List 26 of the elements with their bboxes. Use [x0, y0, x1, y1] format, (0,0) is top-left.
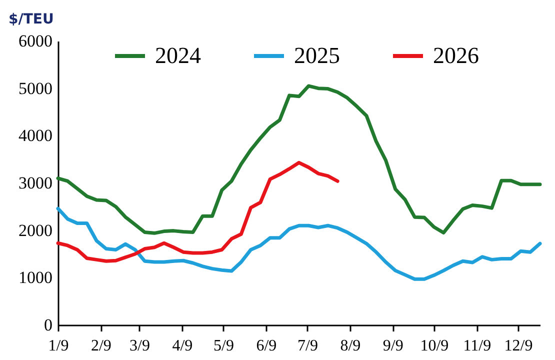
- x-tick-label: 9/9: [382, 338, 404, 354]
- y-tick-label: 1000: [18, 268, 52, 288]
- y-tick-label: 3000: [18, 174, 52, 192]
- line-series: [56, 160, 340, 263]
- y-axis-title: $/TEU: [8, 12, 54, 28]
- x-tick-label: 4/9: [172, 338, 193, 354]
- x-tick-label: 8/9: [340, 338, 361, 354]
- x-tick-label: 11/9: [463, 338, 492, 354]
- x-tick-label: 3/9: [130, 338, 150, 354]
- x-tick-label: 5/9: [214, 338, 234, 354]
- line-series: [56, 84, 542, 235]
- x-tick-label: 12/9: [504, 338, 533, 354]
- x-tick-label: 2/9: [90, 338, 112, 354]
- y-tick-label: 0: [44, 316, 52, 334]
- legend-label: 2024: [155, 43, 202, 68]
- x-tick-label: 6/9: [256, 338, 277, 354]
- line-series: [56, 206, 542, 281]
- y-tick-label: 6000: [18, 32, 52, 50]
- x-tick-label: 10/9: [420, 338, 449, 354]
- legend-label: 2026: [433, 43, 479, 68]
- x-tick-label: 1/9: [48, 338, 69, 354]
- y-tick-label: 5000: [18, 78, 52, 98]
- y-tick-label: 2000: [18, 220, 52, 240]
- legend-label: 2025: [294, 43, 340, 68]
- y-tick-label: 4000: [18, 126, 52, 146]
- x-tick-label: 7/9: [298, 338, 318, 354]
